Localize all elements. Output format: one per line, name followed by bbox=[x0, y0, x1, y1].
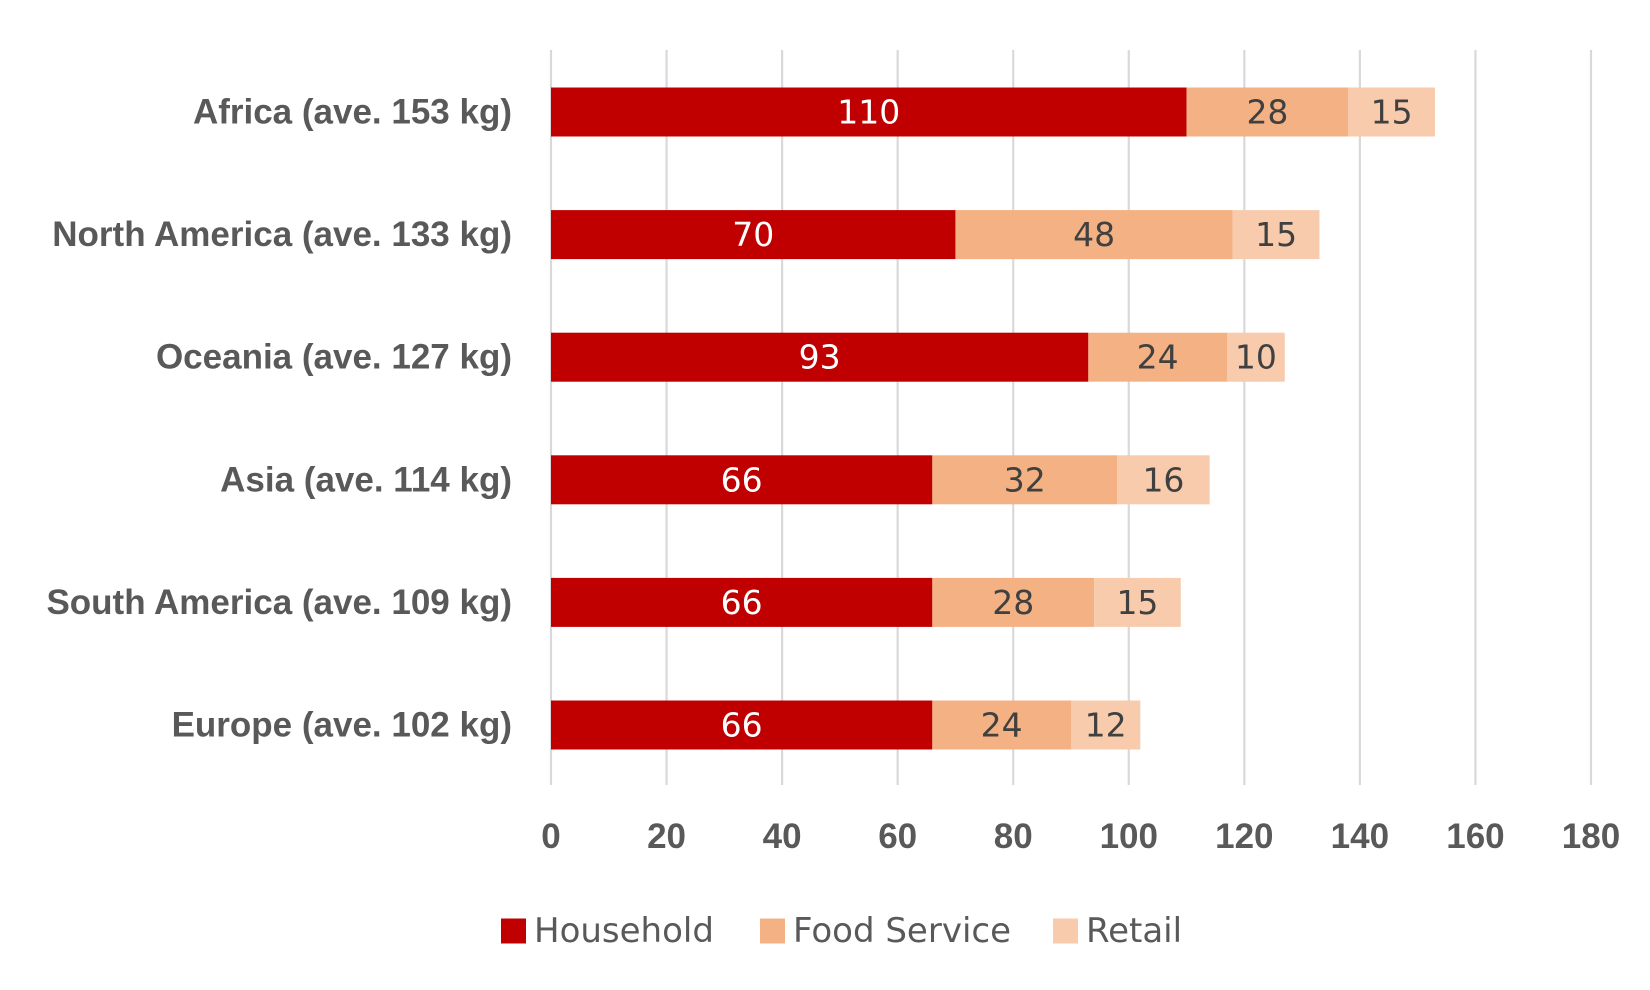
legend-swatch bbox=[1053, 918, 1078, 944]
legend-label: Household bbox=[534, 911, 714, 951]
data-label: 12 bbox=[1085, 706, 1127, 745]
bar-segment-retail bbox=[1117, 455, 1210, 505]
legend: Household Food Service Retail bbox=[501, 911, 1182, 951]
legend-label: Retail bbox=[1086, 911, 1182, 951]
category-labels: Africa (ave. 153 kg) North America (ave. … bbox=[46, 93, 512, 745]
category-label: South America (ave. 109 kg) bbox=[46, 583, 512, 622]
x-tick-label: 140 bbox=[1331, 817, 1389, 856]
bars: 110 28 15 70 48 15 93 24 10 66 32 16 66 28 15 66 24 12 bbox=[551, 87, 1435, 750]
bar-segment-food-service bbox=[932, 577, 1095, 627]
x-axis-tick-labels: 0 20 40 60 80 100 120 140 160 180 bbox=[541, 817, 1620, 856]
category-label: North America (ave. 133 kg) bbox=[52, 215, 512, 254]
bar-segment-household bbox=[551, 700, 933, 750]
x-tick-label: 160 bbox=[1446, 817, 1504, 856]
x-tick-label: 40 bbox=[763, 817, 802, 856]
data-label: 70 bbox=[732, 215, 774, 254]
data-label: 24 bbox=[981, 706, 1023, 745]
bar-segment-retail bbox=[1232, 210, 1320, 260]
x-tick-label: 60 bbox=[878, 817, 917, 856]
gridlines bbox=[549, 50, 1593, 785]
bar-segment-household bbox=[551, 455, 933, 505]
data-label: 110 bbox=[837, 93, 900, 132]
bar-segment-household bbox=[551, 332, 1089, 382]
data-label: 28 bbox=[992, 583, 1034, 622]
data-label: 24 bbox=[1137, 338, 1179, 377]
data-label: 66 bbox=[721, 583, 763, 622]
category-label: Oceania (ave. 127 kg) bbox=[156, 338, 512, 377]
bar-segment-food-service bbox=[1088, 332, 1227, 382]
data-label: 16 bbox=[1142, 460, 1184, 499]
legend-swatch bbox=[760, 918, 785, 944]
data-label: 66 bbox=[721, 706, 763, 745]
category-label: Africa (ave. 153 kg) bbox=[193, 93, 512, 132]
category-label: Europe (ave. 102 kg) bbox=[172, 706, 512, 745]
data-label: 28 bbox=[1246, 93, 1288, 132]
bar-segment-retail bbox=[1227, 332, 1285, 382]
bar-segment-household bbox=[551, 577, 933, 627]
data-label: 32 bbox=[1004, 460, 1046, 499]
x-tick-label: 80 bbox=[994, 817, 1033, 856]
bar-segment-household bbox=[551, 210, 956, 260]
bar-segment-retail bbox=[1348, 87, 1435, 137]
bar-segment-food-service bbox=[932, 455, 1118, 505]
bar-segment-food-service bbox=[1186, 87, 1349, 137]
bar-segment-food-service bbox=[955, 210, 1233, 260]
bar-segment-retail bbox=[1094, 577, 1181, 627]
data-label: 93 bbox=[799, 338, 841, 377]
bar-segment-household bbox=[551, 87, 1187, 137]
legend-label: Food Service bbox=[793, 911, 1011, 951]
data-label: 15 bbox=[1371, 93, 1413, 132]
bar-segment-food-service bbox=[932, 700, 1071, 750]
x-tick-label: 20 bbox=[647, 817, 686, 856]
data-label: 15 bbox=[1116, 583, 1158, 622]
bar-segment-retail bbox=[1071, 700, 1141, 750]
legend-swatch bbox=[501, 918, 526, 944]
data-label: 15 bbox=[1255, 215, 1297, 254]
data-label: 66 bbox=[721, 460, 763, 499]
category-label: Asia (ave. 114 kg) bbox=[220, 460, 512, 499]
x-tick-label: 0 bbox=[541, 817, 560, 856]
x-tick-label: 180 bbox=[1562, 817, 1620, 856]
x-tick-label: 100 bbox=[1100, 817, 1158, 856]
data-label: 48 bbox=[1073, 215, 1115, 254]
x-tick-label: 120 bbox=[1215, 817, 1273, 856]
data-label: 10 bbox=[1235, 338, 1277, 377]
